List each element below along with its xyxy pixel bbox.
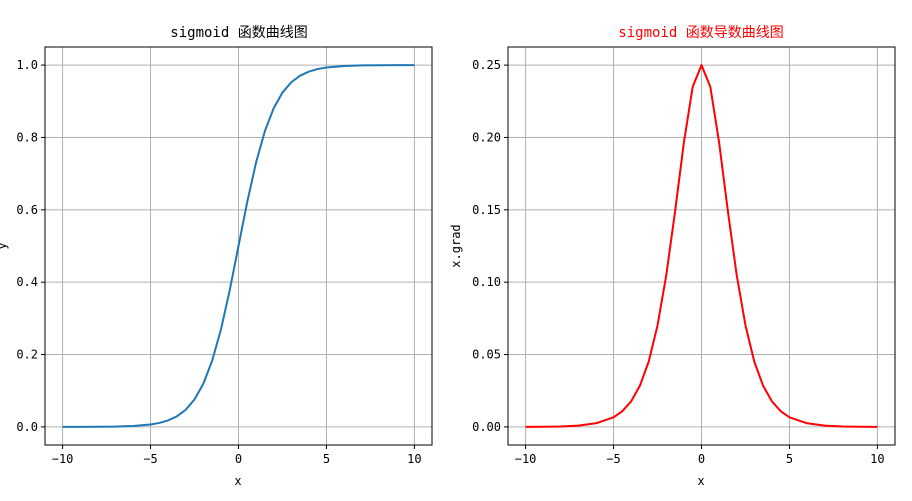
sigmoid-y-ticks: 0.0 0.2 0.4 0.6 0.8 1.0 [16,58,45,434]
derivative-curve [525,64,878,428]
sigmoid-x-tick-label: 5 [323,452,330,466]
sigmoid-y-tick-label: 0.6 [16,203,38,217]
derivative-y-ticks: 0.00 0.05 0.10 0.15 0.20 0.25 [472,58,508,434]
sigmoid-subplot: sigmoid 函数曲线图 −10 −5 0 5 10 0.0 0.2 0.4 0.6 0.8 1… [0,25,433,488]
derivative-x-tick-label: −5 [606,452,620,466]
sigmoid-x-tick-label: −10 [52,452,74,466]
derivative-y-tick-label: 0.15 [472,203,501,217]
derivative-grid [508,47,895,445]
derivative-y-tick-label: 0.00 [472,420,501,434]
derivative-x-tick-label: 10 [870,452,884,466]
sigmoid-y-axis-label: y [0,242,9,249]
sigmoid-curve [62,64,415,428]
derivative-x-ticks: −10 −5 0 5 10 [515,445,885,466]
sigmoid-x-tick-label: 10 [407,452,421,466]
sigmoid-y-tick-label: 0.4 [16,275,38,289]
derivative-x-tick-label: −10 [515,452,537,466]
sigmoid-x-ticks: −10 −5 0 5 10 [52,445,422,466]
sigmoid-y-tick-label: 0.8 [16,130,38,144]
sigmoid-y-tick-label: 0.0 [16,420,38,434]
sigmoid-derivative-subplot: sigmoid 函数导数曲线图 −10 −5 0 5 10 0.000.050.100.… [449,25,896,488]
derivative-y-tick-label: 0.05 [472,348,501,362]
derivative-y-tick-label: 0.20 [472,130,501,144]
derivative-chart-title: sigmoid 函数导数曲线图 [618,25,783,41]
derivative-y-axis-label: x.grad [449,224,463,267]
derivative-y-tick-label: 0.10 [472,275,501,289]
derivative-x-tick-label: 0 [698,452,705,466]
sigmoid-y-tick-label: 1.0 [16,58,38,72]
derivative-x-tick-label: 5 [786,452,793,466]
sigmoid-x-tick-label: 0 [235,452,242,466]
sigmoid-chart-title: sigmoid 函数曲线图 [170,25,307,41]
sigmoid-y-tick-label: 0.2 [16,348,38,362]
derivative-x-axis-label: x [697,474,704,488]
sigmoid-x-axis-label: x [234,474,241,488]
derivative-y-tick-label: 0.25 [472,58,501,72]
sigmoid-x-tick-label: −5 [143,452,157,466]
